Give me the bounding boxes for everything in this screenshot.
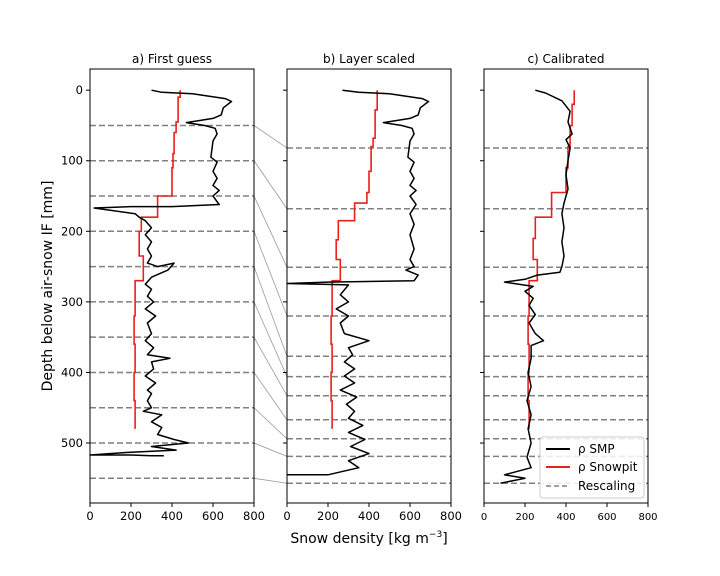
panel-a-y-tick-label-1: 100 [61,154,83,168]
panel-a-frame [89,68,255,504]
panel-a-x-ticks: 0 200 400 600 800 [86,503,265,523]
panel-b-x-tick-label-1: 200 [317,509,339,523]
panel-a-y-tick-label-0: 0 [76,83,83,97]
panel-c-title: c) Calibrated [527,52,604,66]
panel-a-y-tick-label-2: 200 [61,224,83,238]
panel-b-y-ticks [283,89,287,444]
panel-b-title: b) Layer scaled [323,52,415,66]
panel-c-x-tick-label-3: 600 [597,512,616,523]
panel-b-x-tick-label-0: 0 [283,509,290,523]
x-axis-label-exponent: −3 [429,530,442,540]
rescaling-connector-3 [253,231,288,317]
panel-b-frame [286,68,452,504]
rescaling-connector-5 [253,301,288,377]
rescaling-connector-10 [253,477,288,484]
legend-rescaling-label: Rescaling [578,479,635,493]
panel-a-data [89,89,254,480]
panel-c-x-tick-label-0: 0 [481,512,487,523]
rescaling-connector-2 [253,195,288,268]
legend: ρ SMP ρ Snowpit Rescaling [539,436,645,499]
rescaling-connector-7 [253,372,288,420]
panel-a-snowpit-line [133,90,181,429]
y-axis-label: Depth below air-snow IF [mm] [40,181,56,392]
panel-a-smp-line [89,89,233,457]
panel-c-x-tick-label-2: 400 [556,512,575,523]
panel-a-y-tick-label-4: 400 [61,365,83,379]
panel-c: c) Calibrated 0 200 400 600 800 ρ SMP ρ Snow… [480,52,658,523]
panel-b-data [286,89,451,484]
panel-a-y-tick-label-5: 500 [61,436,83,450]
rescaling-connectors [253,125,288,484]
panel-b-snowpit-line [330,90,379,429]
panel-b-x-ticks: 0 200 400 600 800 [283,503,462,523]
rescaling-connector-4 [253,266,288,357]
rescaling-connector-6 [253,336,288,396]
panel-a-x-tick-label-1: 200 [120,509,142,523]
panel-b-x-tick-label-4: 800 [440,509,462,523]
x-axis-label-end: ] [442,531,447,547]
x-axis-label-main: Snow density [kg m [290,531,429,547]
legend-box [539,436,645,499]
rescaling-connector-0 [253,125,288,149]
panel-b-x-tick-label-2: 400 [358,509,380,523]
panel-a-x-tick-label-3: 600 [202,509,224,523]
panel-c-x-ticks: 0 200 400 600 800 [481,503,658,523]
panel-b: b) Layer scaled 0 200 400 600 800 [283,52,462,523]
panel-b-smp-line [286,89,430,476]
panel-b-x-tick-label-3: 600 [399,509,421,523]
legend-snowpit-label: ρ Snowpit [578,460,638,474]
x-axis-label: Snow density [kg m−3] [290,530,447,547]
panel-a: a) First guess 0 200 400 600 800 0 100 200 300 4… [61,52,265,523]
panel-a-y-tick-label-3: 300 [61,295,83,309]
legend-smp-label: ρ SMP [578,442,615,456]
panel-a-x-tick-label-2: 400 [161,509,183,523]
panel-a-x-tick-label-4: 800 [243,509,265,523]
panel-a-title: a) First guess [132,52,212,66]
rescaling-connector-8 [253,407,288,440]
panel-c-y-ticks [480,89,484,444]
rescaling-connector-1 [253,160,288,209]
panel-c-x-tick-label-4: 800 [638,512,657,523]
panel-a-y-ticks: 0 100 200 300 400 500 [61,83,90,450]
rescaling-connector-9 [253,442,288,457]
panel-c-x-tick-label-1: 200 [515,512,534,523]
panel-c-smp-line [500,89,573,484]
panel-a-x-tick-label-0: 0 [86,509,93,523]
panel-c-data [484,89,648,484]
